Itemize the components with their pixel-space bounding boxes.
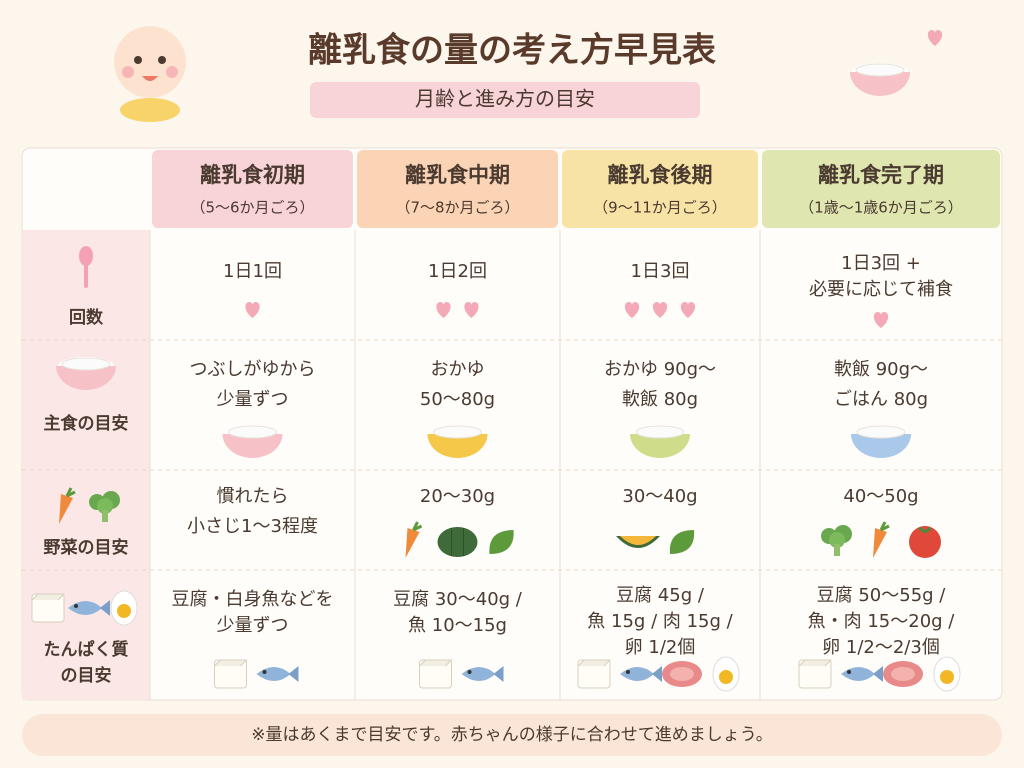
cell-icon	[662, 661, 702, 687]
cell-text: 1日2回	[428, 261, 487, 282]
cell-text: 20〜30g	[420, 486, 495, 507]
column-header	[357, 150, 558, 228]
heart-icon	[927, 30, 943, 46]
bowl-icon	[849, 62, 911, 97]
column-header	[762, 150, 1000, 228]
title: 離乳食の量の考え方早見表	[308, 31, 716, 71]
baby	[114, 26, 186, 122]
cell-text: ごはん 80g	[834, 389, 928, 410]
cell-text: おかゆ	[431, 359, 485, 380]
row-label: 野菜の目安	[44, 537, 129, 558]
cell-icon	[798, 659, 832, 689]
label-column	[22, 230, 150, 700]
row-label: 主食の目安	[44, 413, 129, 434]
column-name: 離乳食初期	[200, 163, 305, 187]
column-sub: （9〜11か月ごろ）	[593, 199, 727, 217]
cell-text: 魚 10〜15g	[408, 615, 507, 636]
cell-text: 小さじ1〜3程度	[187, 516, 318, 537]
cell-text: 軟飯 80g	[622, 389, 698, 410]
column-sub: （5〜6か月ごろ）	[190, 199, 314, 217]
cell-text: おかゆ 90g〜	[604, 359, 716, 380]
cell-icon	[907, 524, 943, 560]
cell-icon	[419, 659, 452, 689]
cell-icon	[933, 656, 961, 692]
subtitle-ribbon	[310, 82, 700, 118]
cell-text: 軟飯 90g〜	[834, 359, 928, 380]
cell-icon	[712, 656, 740, 692]
cell-text: 1日3回 +	[841, 253, 921, 274]
cell-text: 卵 1/2〜2/3個	[822, 637, 940, 658]
footer-bar	[22, 714, 1002, 756]
column-name: 離乳食後期	[608, 163, 713, 187]
footer-note: ※量はあくまで目安です。赤ちゃんの様子に合わせて進めましょう。	[251, 725, 773, 745]
row-label: の目安	[61, 665, 112, 686]
cell-text: 豆腐 50〜55g /	[817, 585, 947, 606]
cell-text: 1日1回	[223, 261, 282, 282]
cell-text: 1日3回	[631, 261, 690, 282]
column-header	[152, 150, 353, 228]
cell-text: 少量ずつ	[217, 615, 289, 636]
column-sub: （1歳〜1歳6か月ごろ）	[799, 199, 963, 217]
column-name: 離乳食中期	[405, 163, 510, 187]
cell-text: 卵 1/2個	[625, 637, 696, 658]
cell-text: 慣れたら	[217, 486, 289, 507]
cell-icon	[577, 659, 611, 689]
cell-text: 豆腐 45g /	[616, 585, 705, 606]
cell-text: 40〜50g	[843, 486, 918, 507]
column-header	[562, 150, 758, 228]
row-icon	[31, 593, 65, 623]
cell-text: 魚・肉 15〜20g /	[808, 611, 956, 632]
cell-text: 50〜80g	[420, 389, 495, 410]
cell-icon	[437, 526, 478, 558]
cell-text: 少量ずつ	[217, 389, 289, 410]
column-name: 離乳食完了期	[818, 163, 944, 187]
cell-text: つぶしがゆから	[190, 359, 316, 380]
cell-text: 豆腐・白身魚などを	[172, 589, 334, 610]
subtitle: 月齢と進み方の目安	[415, 87, 595, 111]
row-icon	[110, 590, 138, 626]
row-label: たんぱく質	[44, 639, 129, 660]
cell-icon	[214, 659, 247, 689]
column-sub: （7〜8か月ごろ）	[395, 199, 519, 217]
cell-text: 必要に応じて補食	[809, 279, 953, 300]
cell-text: 豆腐 30〜40g /	[393, 589, 523, 610]
cell-text: 魚 15g / 肉 15g /	[587, 611, 733, 632]
cell-icon	[883, 661, 923, 687]
cell-text: 30〜40g	[622, 486, 697, 507]
row-label: 回数	[69, 307, 104, 328]
